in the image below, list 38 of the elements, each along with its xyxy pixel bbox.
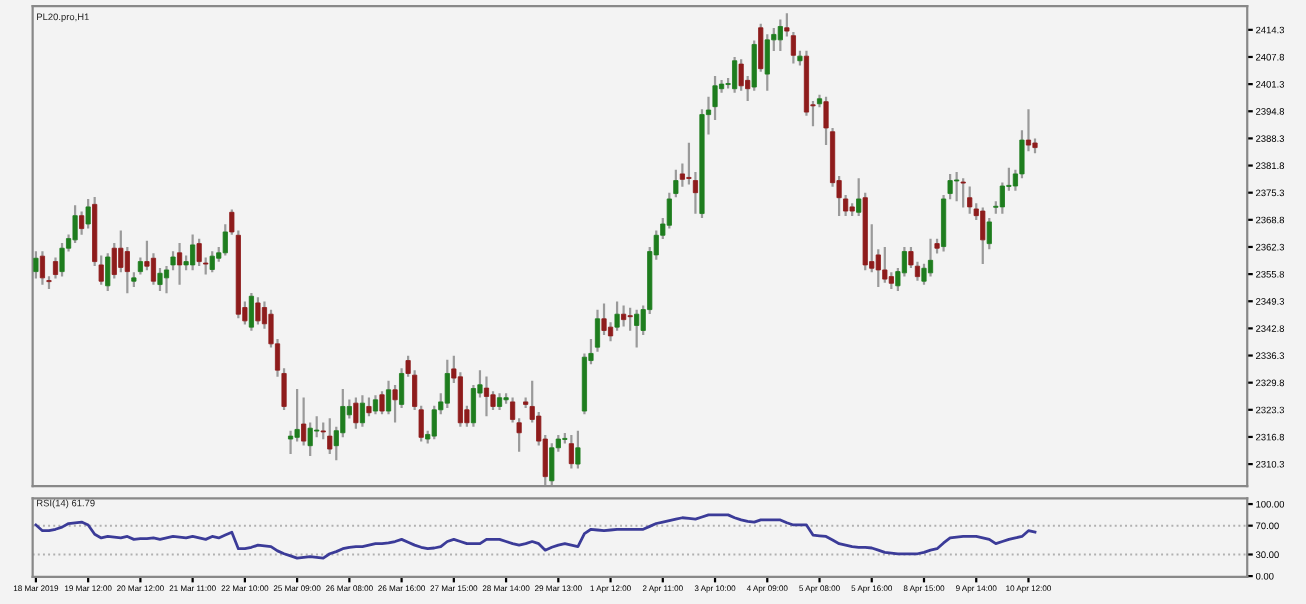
- candlestick: [177, 242, 183, 285]
- candlestick: [882, 247, 888, 283]
- candlestick: [327, 418, 333, 454]
- candlestick: [353, 397, 359, 429]
- candlestick: [856, 178, 862, 216]
- candlestick: [39, 251, 46, 285]
- candlestick: [960, 178, 966, 208]
- candlestick: [777, 19, 783, 51]
- candlestick: [483, 376, 490, 417]
- candlestick: [359, 395, 365, 427]
- candlestick: [444, 359, 450, 408]
- candlestick: [255, 297, 261, 325]
- candlestick: [248, 293, 254, 331]
- candlestick: [1025, 109, 1032, 152]
- candlestick: [621, 305, 627, 327]
- candlestick: [568, 435, 574, 469]
- candlestick: [196, 238, 202, 267]
- candlestick: [33, 251, 39, 279]
- candlestick: [385, 380, 392, 415]
- candlestick: [190, 234, 196, 271]
- candlestick: [72, 205, 78, 244]
- candlestick: [575, 430, 581, 469]
- candlestick: [392, 384, 398, 423]
- candlestick: [927, 238, 934, 277]
- candlestick: [732, 57, 738, 93]
- candlestick: [967, 186, 973, 214]
- candlestick: [314, 416, 320, 438]
- line-series: [34, 513, 1037, 560]
- candlestick: [85, 199, 91, 229]
- candlestick: [209, 251, 215, 273]
- candlestick: [980, 207, 986, 264]
- candlestick: [627, 307, 633, 331]
- candlestick: [379, 391, 385, 415]
- candlestick: [954, 171, 960, 202]
- candlestick: [601, 303, 607, 335]
- candlestick: [634, 309, 640, 348]
- candlestick: [59, 242, 65, 277]
- candlestick: [549, 443, 555, 486]
